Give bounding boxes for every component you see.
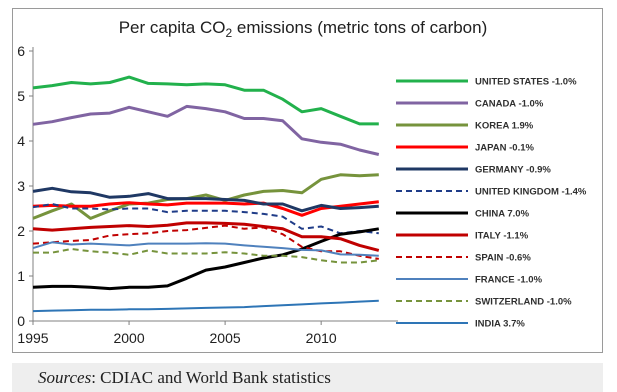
series-line-united-kingdom <box>32 203 379 235</box>
series-line-korea <box>32 173 379 220</box>
series-line-france <box>32 241 379 257</box>
x-tick-label: 2005 <box>210 330 241 346</box>
legend: UNITED STATES -1.0% CANADA -1.0% KOREA 1.9… <box>396 77 587 330</box>
series-line-germany <box>32 186 379 213</box>
series-line-canada <box>32 104 380 156</box>
legend-label: ITALY -1.1% <box>475 231 529 242</box>
chart-frame: Per capita CO2 emissions (metric tons of… <box>12 8 603 353</box>
legend-label: GERMANY -0.9% <box>475 165 551 176</box>
y-tick-label: 3 <box>17 178 25 194</box>
y-tick-label: 2 <box>17 223 25 239</box>
legend-label: CHINA 7.0% <box>475 209 530 220</box>
y-tick-label: 5 <box>17 88 25 104</box>
chart-title: Per capita CO2 emissions (metric tons of… <box>119 18 488 40</box>
legend-label: JAPAN -0.1% <box>475 143 535 154</box>
legend-label: UNITED STATES -1.0% <box>475 77 577 88</box>
x-tick-label: 2000 <box>113 330 144 346</box>
legend-label: KOREA 1.9% <box>475 121 534 132</box>
series-line-switzerland <box>33 248 379 264</box>
legend-label: FRANCE -1.0% <box>475 275 543 286</box>
source-label: Sources <box>38 368 92 387</box>
axes: 0 1 2 3 4 5 6 1995 2000 2005 2010 <box>17 43 398 346</box>
source-text: : CDIAC and World Bank statistics <box>91 368 331 387</box>
x-tick-label: 2010 <box>306 330 337 346</box>
series-line-united-states <box>32 75 379 126</box>
series-line-italy <box>32 221 380 252</box>
legend-label: SPAIN -0.6% <box>475 253 531 264</box>
x-tick-label: 1995 <box>17 330 48 346</box>
series-line-japan <box>32 200 379 217</box>
legend-label: SWITZERLAND -1.0% <box>475 297 572 308</box>
series-line-china <box>32 227 380 291</box>
legend-label: INDIA 3.7% <box>475 319 525 330</box>
legend-label: UNITED KINGDOM -1.4% <box>475 187 587 198</box>
y-tick-label: 1 <box>17 268 25 284</box>
y-tick-label: 4 <box>17 133 25 149</box>
legend-label: CANADA -1.0% <box>475 99 544 110</box>
source-note: Sources: CDIAC and World Bank statistics <box>12 363 603 392</box>
y-tick-label: 6 <box>17 43 25 59</box>
y-tick-label: 0 <box>17 313 25 329</box>
series-line-india <box>32 299 379 313</box>
line-chart: Per capita CO2 emissions (metric tons of… <box>17 18 587 346</box>
series-lines <box>32 75 380 313</box>
